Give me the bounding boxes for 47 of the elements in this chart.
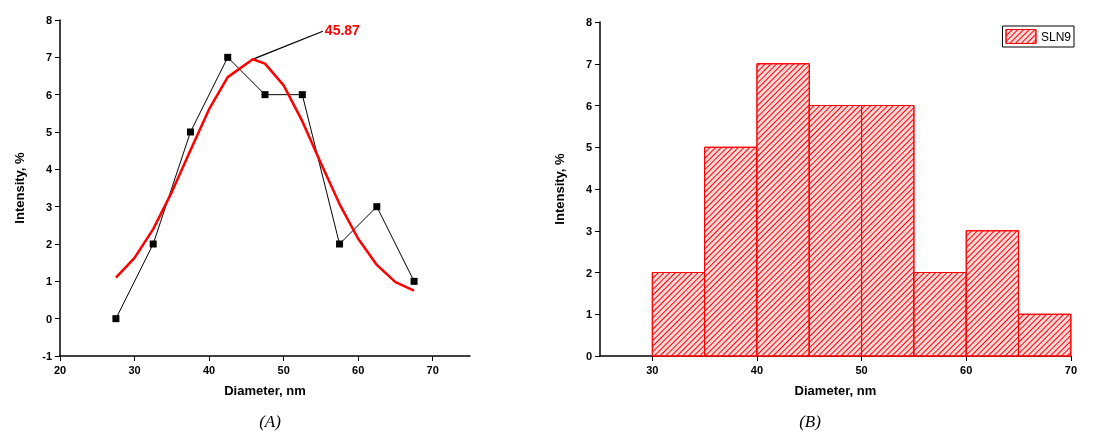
y-tick-label: 1: [585, 308, 592, 321]
annotation: 45.87: [324, 22, 361, 39]
x-tick-label: 60: [960, 363, 973, 376]
y-tick-label: 3: [585, 224, 592, 237]
y-tick-label: 6: [585, 99, 592, 112]
x-tick-label: 70: [426, 363, 439, 376]
x-tick-label: 40: [750, 363, 764, 376]
y-tick-label: 5: [45, 126, 52, 138]
y-tick-label: 8: [45, 14, 52, 26]
y-tick-label: 1: [45, 275, 52, 288]
y-tick-label: 0: [45, 312, 52, 325]
point: [373, 203, 381, 211]
x-tick-label: 40: [202, 363, 216, 376]
y-tick-label: 8: [585, 16, 592, 28]
y-tick-label: 2: [585, 266, 592, 279]
x-tick-label: 30: [128, 363, 141, 376]
point: [298, 91, 306, 99]
x-tick-label: 20: [53, 363, 67, 376]
legend-label: SLN9: [1040, 29, 1072, 44]
y-tick-label: 2: [45, 238, 52, 250]
x-axis-title: Diameter, nm: [224, 383, 306, 398]
point: [261, 91, 269, 99]
x-tick-label: 70: [1064, 363, 1078, 376]
x-tick-label: 50: [277, 363, 290, 376]
y-tick-label: 5: [585, 141, 592, 154]
x-tick-label: 60: [352, 363, 365, 376]
y-tick-label: 7: [45, 51, 52, 64]
y-axis-title: Intensity, %: [12, 151, 27, 224]
point: [224, 53, 232, 61]
point: [149, 240, 157, 248]
point: [186, 128, 194, 136]
point: [336, 240, 344, 248]
point: [410, 277, 418, 285]
y-tick-label: 4: [585, 183, 593, 195]
text: (A): [259, 412, 282, 431]
y-tick-label: -1: [42, 350, 52, 362]
x-tick-label: 30: [646, 363, 659, 376]
text: (B): [799, 412, 822, 431]
x-axis-title: Diameter, nm: [794, 383, 877, 398]
y-tick-label: 6: [45, 88, 52, 101]
y-axis-title: Intensity, %: [552, 152, 567, 225]
y-tick-label: 7: [585, 57, 592, 70]
y-tick-label: 3: [45, 200, 52, 213]
y-tick-label: 4: [45, 163, 53, 176]
x-tick-label: 50: [855, 363, 868, 376]
point: [112, 315, 120, 323]
y-tick-label: 0: [585, 350, 592, 362]
